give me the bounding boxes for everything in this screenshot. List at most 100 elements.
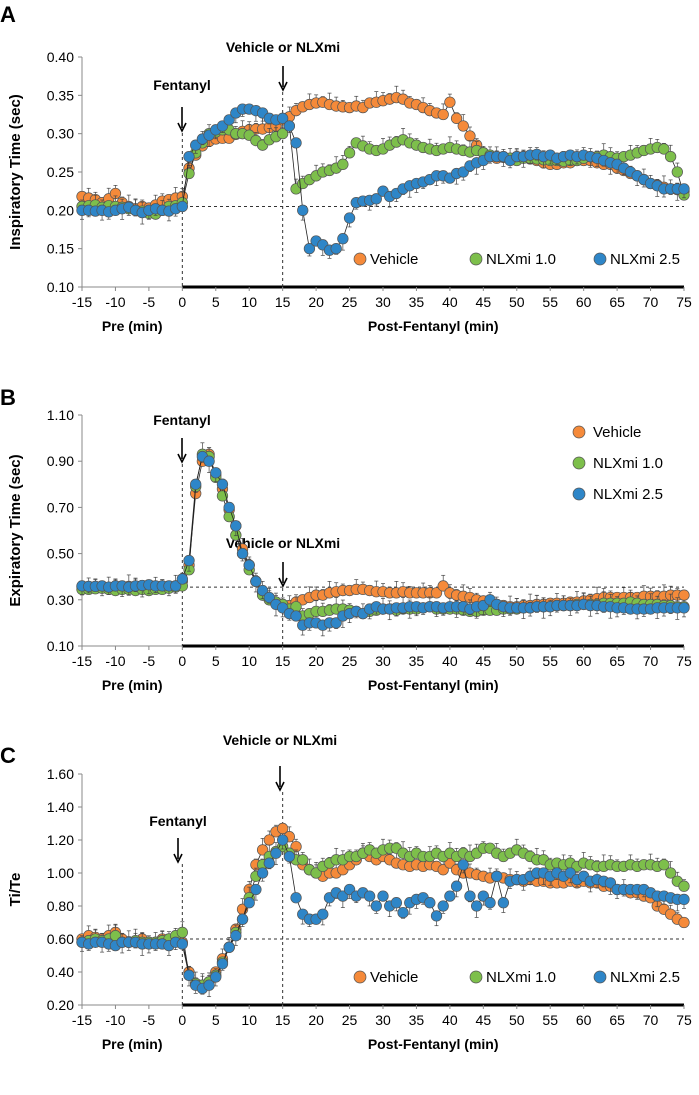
y-tick-label: 0.60 — [47, 931, 74, 947]
treatment-arrow-head — [278, 577, 288, 588]
data-point — [370, 900, 382, 912]
legend-marker — [469, 252, 483, 266]
data-point — [491, 870, 503, 882]
x-label-post: Post-Fentanyl (min) — [368, 677, 499, 693]
legend-label: Vehicle — [593, 424, 641, 441]
data-point — [470, 900, 483, 912]
panel-letter: B — [0, 385, 16, 410]
data-point — [223, 501, 235, 514]
x-tick-label: 45 — [476, 294, 492, 310]
panel-letter: C — [0, 743, 16, 768]
data-point — [377, 890, 389, 902]
data-point — [450, 112, 463, 124]
x-tick-label: 50 — [509, 294, 525, 310]
treatment-arrow-head — [278, 81, 288, 92]
x-tick-label: 30 — [375, 1012, 391, 1028]
legend-item: NLXmi 2.5 — [593, 251, 680, 268]
data-point — [210, 467, 222, 479]
x-tick-label: 20 — [308, 1012, 324, 1028]
data-point — [464, 890, 476, 902]
legend-item: Vehicle — [572, 424, 641, 441]
x-tick-label: 0 — [178, 653, 186, 669]
data-point — [183, 151, 195, 163]
legend-label: Vehicle — [370, 251, 418, 268]
data-point — [658, 859, 670, 871]
fentanyl-arrow-head — [177, 122, 187, 133]
y-tick-label: 0.40 — [47, 964, 74, 980]
data-point — [297, 204, 309, 216]
fentanyl-annotation: Fentanyl — [149, 813, 207, 829]
data-point — [283, 120, 296, 132]
data-point — [337, 158, 349, 170]
x-tick-label: 35 — [409, 1012, 425, 1028]
x-tick-label: -5 — [143, 1012, 156, 1028]
x-tick-label: 25 — [342, 653, 358, 669]
x-label-pre: Pre (min) — [102, 1036, 163, 1052]
data-point — [210, 971, 222, 983]
panel-b: B Expiratory Time (sec) 0.10 0.30 0.50 0.70 0.… — [0, 385, 692, 693]
x-tick-label: 40 — [442, 294, 458, 310]
y-tick-label: 0.35 — [47, 87, 74, 103]
series-layer — [76, 442, 690, 637]
legend-item: Vehicle — [353, 251, 418, 268]
data-point — [343, 212, 356, 224]
panel-a: A Inspiratory Time (sec) 0.10 0.15 0.20 0.25 0… — [0, 2, 692, 334]
treatment-annotation: Vehicle or NLXmi — [226, 39, 340, 55]
y-tick-label: 1.60 — [47, 766, 74, 782]
data-point — [678, 893, 690, 906]
x-tick-label: 55 — [542, 1012, 558, 1028]
legend: Vehicle NLXmi 1.0 NLXmi 2.5 — [572, 424, 663, 503]
legend-label: Vehicle — [370, 969, 418, 986]
data-point — [658, 143, 670, 155]
legend-marker — [593, 970, 607, 984]
x-label-post: Post-Fentanyl (min) — [368, 1036, 499, 1052]
x-tick-label: 45 — [476, 653, 492, 669]
x-tick-label: 65 — [609, 294, 625, 310]
data-point — [397, 906, 409, 919]
data-point — [270, 847, 282, 859]
legend: Vehicle NLXmi 1.0 NLXmi 2.5 — [353, 251, 680, 268]
series-line — [82, 108, 684, 251]
data-point — [243, 559, 255, 571]
x-label-pre: Pre (min) — [102, 677, 163, 693]
data-point — [250, 883, 262, 896]
legend-label: NLXmi 1.0 — [486, 969, 556, 986]
x-tick-label: 50 — [509, 653, 525, 669]
y-tick-label: 0.25 — [47, 164, 74, 180]
data-point — [290, 892, 302, 904]
data-point — [678, 602, 690, 614]
data-point — [664, 867, 677, 879]
x-tick-label: 50 — [509, 1012, 525, 1028]
data-point — [678, 880, 690, 892]
y-tick-label: 0.15 — [47, 241, 74, 257]
x-tick-label: 60 — [576, 294, 592, 310]
data-point — [330, 243, 342, 255]
legend-item: Vehicle — [353, 969, 418, 986]
legend-marker — [469, 970, 483, 984]
data-point — [290, 610, 302, 622]
fentanyl-arrow-head — [177, 453, 187, 464]
x-tick-label: -5 — [143, 294, 156, 310]
data-point — [363, 890, 376, 902]
x-tick-label: 15 — [275, 1012, 291, 1028]
x-label-pre: Pre (min) — [102, 318, 163, 334]
legend: Vehicle NLXmi 1.0 NLXmi 2.5 — [353, 969, 680, 986]
data-point — [277, 112, 289, 124]
legend-label: NLXmi 1.0 — [486, 251, 556, 268]
data-point — [437, 580, 449, 592]
data-point — [203, 455, 215, 467]
legend-item: NLXmi 2.5 — [593, 969, 680, 986]
treatment-annotation: Vehicle or NLXmi — [223, 732, 337, 748]
x-tick-label: 30 — [375, 653, 391, 669]
legend-item: NLXmi 2.5 — [572, 486, 663, 503]
x-tick-label: 75 — [676, 653, 692, 669]
x-tick-label: 65 — [609, 1012, 625, 1028]
data-point — [176, 200, 188, 213]
y-tick-label: 0.50 — [47, 546, 74, 562]
y-tick-label: 1.00 — [47, 865, 74, 881]
data-point — [497, 897, 510, 909]
x-tick-label: 55 — [542, 294, 558, 310]
y-tick-label: 1.10 — [47, 407, 74, 423]
x-tick-label: 0 — [178, 1012, 186, 1028]
legend-marker — [572, 425, 586, 439]
